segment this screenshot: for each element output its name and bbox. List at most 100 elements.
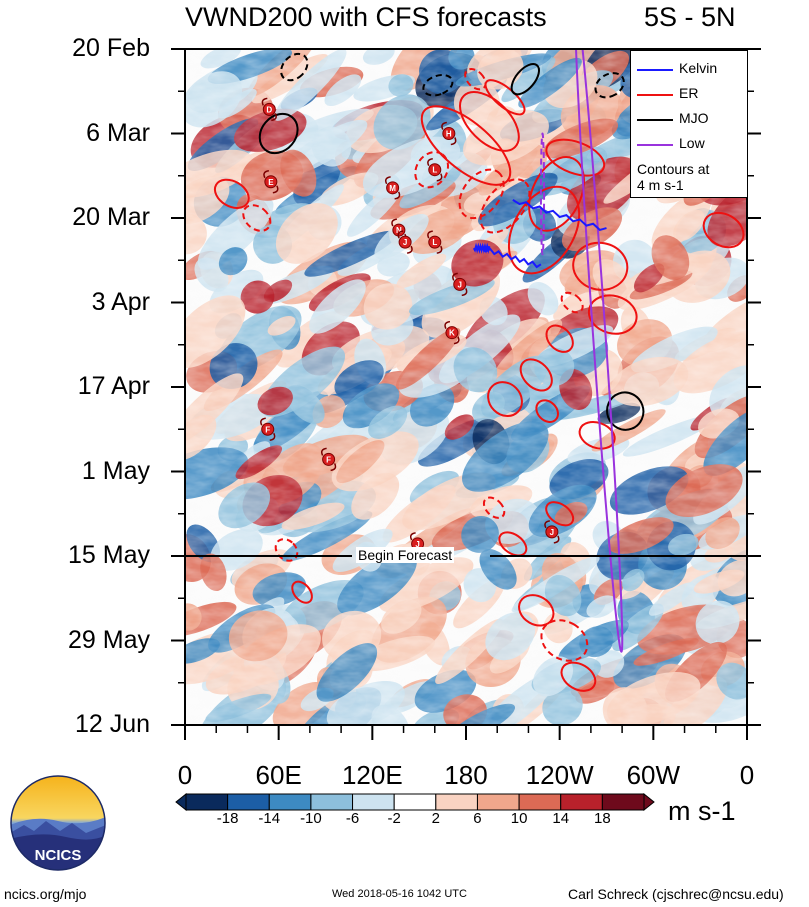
storm-arm — [397, 230, 404, 239]
contour-er — [572, 241, 629, 291]
colorbar-tick-label: 2 — [431, 810, 440, 827]
footer-timestamp: Wed 2018-05-16 1042 UTC — [332, 888, 467, 900]
storm-arm — [409, 532, 416, 541]
storm-arm — [544, 520, 550, 529]
legend-label-mjo: MJO — [679, 110, 709, 126]
legend-label-kelvin: Kelvin — [679, 60, 718, 76]
storm-label: F — [326, 455, 331, 464]
storm-arm — [453, 336, 460, 345]
storm-icon — [453, 277, 467, 291]
contour-kelvin — [480, 247, 542, 269]
storm-arm — [427, 157, 433, 167]
contour-er — [540, 619, 589, 662]
contour-er — [242, 204, 272, 232]
storm-arm — [553, 535, 560, 544]
storm-arm — [271, 113, 277, 122]
storm-marker: D — [261, 97, 277, 122]
storm-icon — [445, 326, 459, 340]
legend: Kelvin ER MJO Low Contours at 4 m s-1 — [630, 50, 748, 198]
storm-arm — [452, 272, 458, 281]
storm-arm — [444, 320, 451, 330]
colorbar-segment — [185, 793, 229, 811]
ncics-logo[interactable]: NCICS — [10, 775, 106, 871]
contour-mjo — [258, 112, 299, 155]
storm-arm — [330, 463, 337, 472]
storm-label: K — [449, 329, 455, 338]
contour-er — [702, 211, 745, 249]
contour-er — [578, 421, 616, 450]
y-tick-label: 17 Apr — [77, 372, 150, 400]
storm-arm — [261, 97, 268, 106]
colorbar-arrow-right — [643, 792, 655, 812]
storm-marker: J — [452, 272, 468, 297]
storm-label: D — [266, 105, 272, 114]
storm-marker: K — [444, 320, 460, 345]
contour-er — [482, 496, 506, 519]
contour-er — [528, 156, 585, 232]
contour-mjo — [280, 52, 309, 82]
storm-icon — [545, 525, 559, 539]
storm-label: N — [396, 226, 402, 235]
legend-note-line1: Contours at — [637, 161, 710, 177]
colorbar-tick-label: -6 — [345, 810, 360, 827]
colorbar-segment — [560, 793, 603, 811]
x-tick-label: 120W — [525, 760, 594, 790]
colorbar-segment — [518, 793, 562, 811]
storm-label: E — [268, 178, 274, 187]
storm-arm — [385, 176, 391, 185]
contour-er — [507, 185, 581, 275]
contour-er — [459, 91, 520, 152]
storm-marker: L — [427, 157, 443, 182]
contour-er — [519, 358, 553, 392]
storm-icon — [262, 102, 276, 116]
storm-arm — [320, 447, 327, 456]
wave-contours — [213, 49, 745, 692]
colorbar-segment — [352, 793, 395, 811]
storm-marker: J — [397, 230, 413, 254]
y-tick-label: 3 Apr — [91, 287, 150, 316]
storm-arm — [450, 137, 457, 146]
legend-note: Contours at 4 m s-1 — [637, 161, 709, 193]
storm-marker: M — [385, 176, 401, 200]
storm-arm — [394, 191, 401, 200]
storm-label: J — [550, 528, 554, 537]
contour-er — [587, 294, 638, 335]
legend-swatch-er — [637, 94, 673, 96]
legend-swatch-kelvin — [637, 69, 673, 71]
colorbar-tick-label: -18 — [216, 810, 239, 827]
colorbar-units: m s-1 — [668, 796, 736, 826]
storm-marker: L — [427, 230, 443, 254]
storm-marker: J — [544, 520, 560, 544]
storm-marker: F — [320, 447, 337, 472]
y-tick-label: 20 Mar — [72, 203, 150, 231]
storm-arm — [272, 185, 279, 194]
contour-er — [464, 68, 487, 91]
colorbar-tick-label: 18 — [594, 810, 611, 827]
storm-arm — [436, 173, 443, 182]
contour-er — [213, 178, 250, 209]
storm-label: J — [415, 540, 419, 549]
y-tick-label: 12 Jun — [74, 710, 150, 738]
legend-label-er: ER — [679, 85, 699, 101]
y-tick-label: 15 May — [68, 541, 150, 569]
contour-er — [420, 105, 512, 186]
y-tick-label: 1 May — [81, 456, 150, 485]
storm-icon — [398, 235, 412, 249]
logo-text: NCICS — [35, 847, 82, 864]
contour-low — [574, 49, 624, 653]
contour-er — [414, 151, 450, 189]
footer-site-link[interactable]: ncics.org/mjo — [4, 886, 87, 902]
x-tick-label: 120E — [341, 760, 403, 790]
contour-er — [535, 399, 559, 423]
colorbar — [175, 792, 655, 812]
colorbar-segment — [268, 793, 312, 811]
contour-er — [560, 661, 597, 692]
storm-arm — [436, 245, 443, 254]
storm-marker: H — [441, 121, 457, 146]
contour-er — [518, 594, 555, 627]
storm-icon — [322, 452, 336, 466]
storm-label: H — [446, 130, 452, 139]
colorbar-segment — [310, 793, 354, 811]
legend-label-low: Low — [679, 135, 705, 151]
y-tick-label: 6 Mar — [86, 118, 150, 147]
